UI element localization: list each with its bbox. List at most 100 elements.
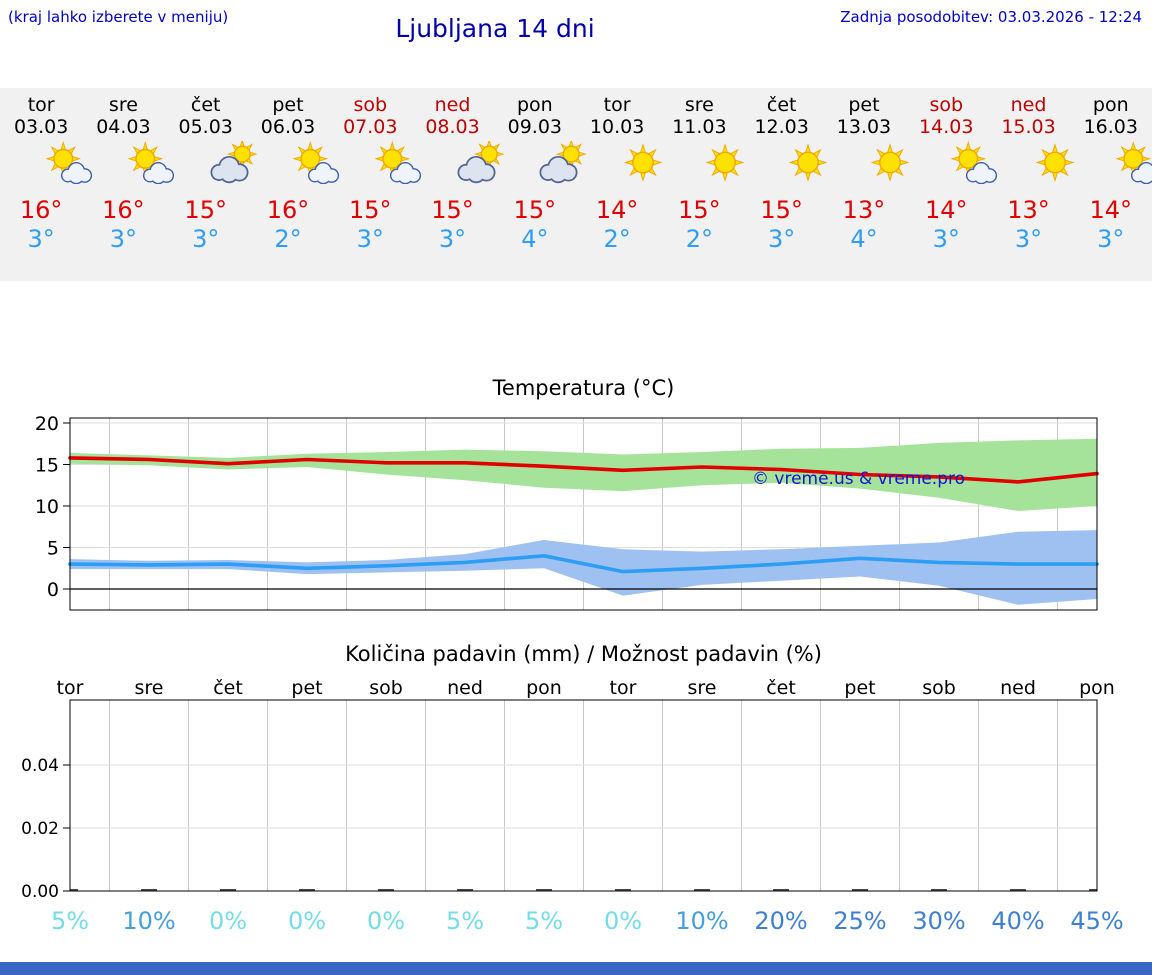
temp-max-line — [68, 456, 1099, 484]
day-date: 06.03 — [260, 116, 316, 138]
precip-probability-label: 10% — [122, 907, 175, 935]
temp-min: 3° — [356, 225, 384, 253]
precip-day-label: sre — [688, 677, 717, 699]
precip-day-label: sre — [135, 677, 164, 699]
sun-cloud-icon — [292, 141, 340, 184]
precipitation-chart: tor sre čet pet sob ned pon tor sre čet pet sob ned p… — [21, 677, 1124, 935]
forecast-day: pet 06.03 16° 2° — [247, 88, 340, 281]
precip-probability-label: 5% — [525, 907, 563, 935]
precip-probability-label: 0% — [604, 907, 642, 935]
day-date: 08.03 — [425, 116, 480, 138]
temp-min: 4° — [850, 225, 878, 253]
forecast-day: čet 12.03 15° 3° — [741, 88, 828, 281]
temp-max: 15° — [760, 196, 803, 224]
day-name: tor — [603, 94, 631, 116]
temp-max: 14° — [924, 196, 968, 224]
temp-max: 14° — [1089, 196, 1133, 224]
precip-probability-label: 5% — [51, 907, 89, 935]
precip-probability-label: 20% — [754, 907, 807, 935]
precip-probability-labels: 5% 10% 0% 0% 0% 5% 5% 0% 10% 20% 25% 30% 40% 45% — [51, 907, 1124, 935]
day-name: sob — [929, 94, 964, 116]
weather-icon-cell — [658, 141, 745, 193]
precip-probability-label: 25% — [833, 907, 886, 935]
temp-y-axis: 0 5 10 15 20 — [35, 413, 70, 601]
day-name: pon — [516, 94, 553, 116]
temp-plot-border — [69, 417, 1098, 611]
temp-min: 3° — [1097, 225, 1125, 253]
precip-bars — [70, 889, 1097, 891]
weather-icon-cell — [823, 141, 910, 193]
sun-icon — [705, 143, 745, 183]
temp-min: 3° — [932, 225, 960, 253]
precip-day-label: pet — [291, 677, 322, 699]
precipitation-chart-title: Količina padavin (mm) / Možnost padavin … — [345, 642, 822, 666]
day-date: 09.03 — [507, 116, 563, 138]
day-date: 05.03 — [178, 116, 233, 138]
precip-day-label: čet — [213, 677, 243, 699]
weather-icon-cell — [82, 141, 175, 193]
temp-min: 3° — [1014, 225, 1043, 253]
precip-day-labels: tor sre čet pet sob ned pon tor sre čet pet sob ned p… — [57, 677, 1115, 699]
temp-min: 3° — [109, 225, 138, 253]
precip-day-label: sob — [369, 677, 403, 699]
precip-day-label: sob — [922, 677, 956, 699]
temp-min-line — [68, 553, 1099, 574]
sun-cloud-icon — [127, 141, 175, 184]
precip-ytick-label: 0.02 — [21, 819, 59, 839]
temperature-chart-title: Temperatura (°C) — [492, 376, 675, 400]
weather-icon-cell — [165, 141, 258, 193]
weather-icon-cell — [247, 141, 340, 193]
day-name: tor — [27, 94, 55, 116]
temp-max-range-band — [70, 438, 1097, 511]
sun-cloud-icon — [1115, 141, 1152, 184]
page-title: Ljubljana 14 dni — [395, 14, 595, 43]
temp-max: 14° — [595, 196, 639, 224]
day-name: ned — [434, 94, 471, 116]
temp-min: 2° — [274, 225, 302, 253]
location-hint: (kraj lahko izberete v meniju) — [8, 8, 229, 26]
precip-bar — [457, 889, 473, 891]
sun-icon — [870, 143, 910, 183]
temp-max: 15° — [348, 196, 392, 224]
precip-day-label: pon — [526, 677, 562, 699]
day-date: 12.03 — [754, 116, 809, 138]
forecast-day: tor 10.03 14° 2° — [576, 88, 663, 281]
temp-min-range-band — [70, 530, 1097, 605]
precip-day-label: pon — [1079, 677, 1115, 699]
weather-icon-cell — [494, 141, 587, 193]
precip-probability-label: 40% — [991, 907, 1044, 935]
forecast-day: sre 04.03 16° 3° — [82, 88, 175, 281]
temp-max: 16° — [102, 196, 145, 224]
precip-bar — [852, 889, 868, 891]
forecast-day: čet 05.03 15° 3° — [165, 88, 258, 281]
forecast-strip: tor 03.03 16° 3° sre 04.03 16° 3° čet 05.03 15° 3° p… — [0, 88, 1152, 281]
temp-min: 3° — [768, 225, 796, 253]
weather-icon-cell — [329, 141, 422, 193]
temp-min: 2° — [685, 225, 714, 253]
forecast-day: ned 15.03 13° 3° — [987, 88, 1075, 281]
precip-bar — [931, 889, 947, 891]
day-name: sre — [108, 94, 138, 116]
forecast-day: tor 03.03 16° 3° — [0, 88, 93, 281]
temp-max: 16° — [266, 196, 310, 224]
temp-max: 15° — [184, 196, 227, 224]
precip-bar — [694, 889, 710, 891]
precip-ytick-label: 0.00 — [21, 882, 59, 902]
precip-ytick-label: 0.04 — [21, 756, 59, 776]
precip-probability-label: 30% — [912, 907, 965, 935]
day-date: 10.03 — [589, 116, 645, 138]
precip-bar — [1089, 889, 1097, 891]
temp-min: 3° — [192, 225, 220, 253]
precip-bar — [141, 889, 157, 891]
watermark: © vreme.us & vreme.pro — [752, 469, 965, 489]
day-date: 14.03 — [919, 116, 974, 138]
precip-day-label: tor — [57, 677, 84, 699]
temp-max: 13° — [842, 196, 886, 224]
day-date: 07.03 — [343, 116, 398, 138]
day-date: 04.03 — [96, 116, 151, 138]
weather-icon-cell — [411, 141, 505, 193]
temp-max: 13° — [1007, 196, 1050, 224]
sun-icon — [788, 143, 828, 183]
day-name: čet — [766, 94, 797, 116]
